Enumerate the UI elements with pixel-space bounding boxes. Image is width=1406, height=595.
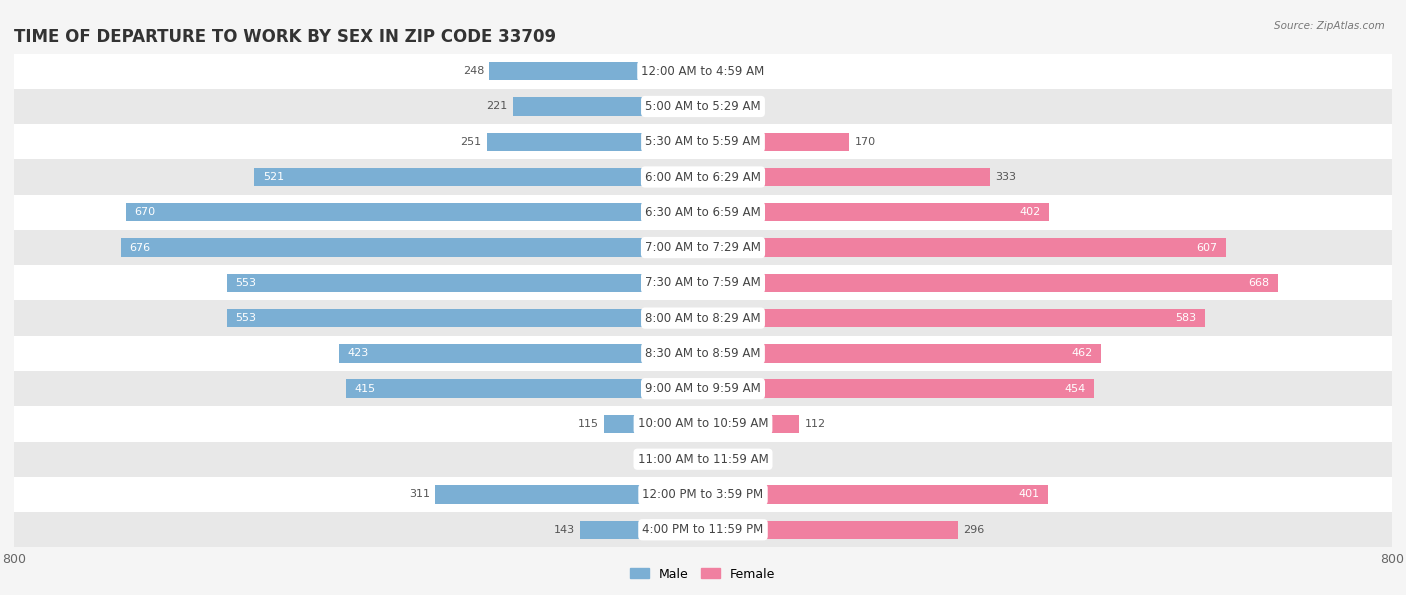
Text: 668: 668: [1249, 278, 1270, 288]
Bar: [703, 203, 1049, 221]
Bar: [703, 62, 748, 80]
Text: 454: 454: [1064, 384, 1085, 394]
Bar: [703, 239, 1226, 256]
Bar: [703, 486, 1049, 503]
Bar: [14, 54, 1392, 89]
Bar: [703, 98, 711, 115]
Bar: [703, 168, 990, 186]
Text: 8:30 AM to 8:59 AM: 8:30 AM to 8:59 AM: [645, 347, 761, 360]
Legend: Male, Female: Male, Female: [626, 563, 780, 585]
Bar: [14, 406, 1392, 441]
Bar: [339, 345, 703, 362]
Bar: [14, 336, 1392, 371]
Bar: [489, 62, 703, 80]
Text: 170: 170: [855, 137, 876, 147]
Text: 143: 143: [554, 525, 575, 535]
Bar: [703, 415, 800, 433]
Text: 415: 415: [354, 384, 375, 394]
Bar: [605, 415, 703, 433]
Bar: [14, 195, 1392, 230]
Text: 8:00 AM to 8:29 AM: 8:00 AM to 8:29 AM: [645, 312, 761, 325]
Bar: [703, 521, 957, 539]
Bar: [14, 441, 1392, 477]
Bar: [486, 133, 703, 151]
Text: 670: 670: [135, 207, 156, 217]
Text: 5:30 AM to 5:59 AM: 5:30 AM to 5:59 AM: [645, 135, 761, 148]
Bar: [703, 380, 1094, 398]
Bar: [346, 380, 703, 398]
Text: 9:00 AM to 9:59 AM: 9:00 AM to 9:59 AM: [645, 382, 761, 395]
Bar: [579, 521, 703, 539]
Bar: [14, 512, 1392, 547]
Text: 521: 521: [263, 172, 284, 182]
Bar: [436, 486, 703, 503]
Text: 423: 423: [347, 349, 368, 358]
Bar: [658, 450, 703, 468]
Text: 10:00 AM to 10:59 AM: 10:00 AM to 10:59 AM: [638, 418, 768, 430]
Bar: [14, 124, 1392, 159]
Bar: [513, 98, 703, 115]
Bar: [226, 274, 703, 292]
Text: 221: 221: [486, 102, 508, 111]
Bar: [254, 168, 703, 186]
Text: 402: 402: [1019, 207, 1040, 217]
Bar: [14, 89, 1392, 124]
Text: 6:00 AM to 6:29 AM: 6:00 AM to 6:29 AM: [645, 171, 761, 183]
Text: 115: 115: [578, 419, 599, 429]
Text: 333: 333: [995, 172, 1017, 182]
Text: 53: 53: [638, 454, 652, 464]
Text: 42: 42: [744, 454, 759, 464]
Bar: [703, 450, 740, 468]
Text: 462: 462: [1071, 349, 1092, 358]
Text: 296: 296: [963, 525, 984, 535]
Text: 676: 676: [129, 243, 150, 252]
Bar: [14, 159, 1392, 195]
Text: 9: 9: [716, 102, 723, 111]
Text: 553: 553: [235, 313, 256, 323]
Bar: [226, 309, 703, 327]
Bar: [703, 274, 1278, 292]
Text: Source: ZipAtlas.com: Source: ZipAtlas.com: [1274, 21, 1385, 31]
Text: TIME OF DEPARTURE TO WORK BY SEX IN ZIP CODE 33709: TIME OF DEPARTURE TO WORK BY SEX IN ZIP …: [14, 29, 557, 46]
Bar: [14, 265, 1392, 300]
Text: 7:30 AM to 7:59 AM: 7:30 AM to 7:59 AM: [645, 276, 761, 289]
Text: 6:30 AM to 6:59 AM: 6:30 AM to 6:59 AM: [645, 206, 761, 219]
Text: 583: 583: [1175, 313, 1197, 323]
Text: 12:00 PM to 3:59 PM: 12:00 PM to 3:59 PM: [643, 488, 763, 501]
Text: 5:00 AM to 5:29 AM: 5:00 AM to 5:29 AM: [645, 100, 761, 113]
Bar: [121, 239, 703, 256]
Bar: [14, 300, 1392, 336]
Text: 401: 401: [1018, 490, 1039, 499]
Text: 11:00 AM to 11:59 AM: 11:00 AM to 11:59 AM: [638, 453, 768, 466]
Bar: [703, 133, 849, 151]
Text: 311: 311: [409, 490, 430, 499]
Text: 12:00 AM to 4:59 AM: 12:00 AM to 4:59 AM: [641, 65, 765, 78]
Text: 248: 248: [463, 66, 484, 76]
Text: 553: 553: [235, 278, 256, 288]
Bar: [14, 477, 1392, 512]
Bar: [14, 371, 1392, 406]
Text: 4:00 PM to 11:59 PM: 4:00 PM to 11:59 PM: [643, 523, 763, 536]
Text: 7:00 AM to 7:29 AM: 7:00 AM to 7:29 AM: [645, 241, 761, 254]
Text: 112: 112: [804, 419, 825, 429]
Bar: [14, 230, 1392, 265]
Bar: [703, 345, 1101, 362]
Text: 52: 52: [754, 66, 768, 76]
Text: 607: 607: [1197, 243, 1218, 252]
Text: 251: 251: [461, 137, 482, 147]
Bar: [127, 203, 703, 221]
Bar: [703, 309, 1205, 327]
